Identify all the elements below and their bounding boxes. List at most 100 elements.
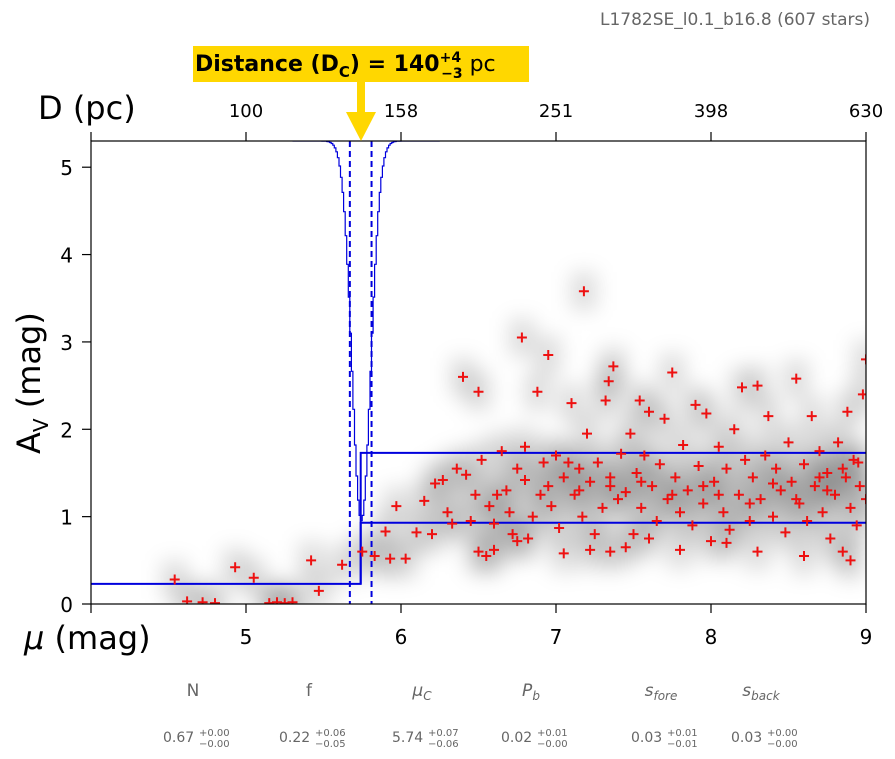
star-marker (721, 537, 732, 548)
star-marker (631, 467, 642, 478)
star-marker (597, 502, 608, 513)
top-tick-label: 398 (694, 101, 728, 122)
top-distance-axis: 100 158 251 398 630 (90, 101, 883, 141)
star-marker (713, 489, 724, 500)
star-marker (492, 489, 503, 500)
star-marker (840, 472, 851, 483)
star-marker (698, 498, 709, 509)
star-marker (248, 572, 259, 583)
star-marker (516, 332, 527, 343)
star-marker (520, 441, 530, 452)
star-marker (659, 413, 670, 424)
star-marker (582, 428, 592, 439)
x-tick-label: 8 (705, 625, 718, 649)
param-lower-error: −0.00 (199, 739, 230, 750)
top-tick-label: 100 (229, 101, 263, 122)
star-marker (639, 450, 650, 461)
star-marker (447, 518, 458, 529)
star-marker (845, 555, 856, 566)
star-marker (654, 459, 665, 470)
param-name: Pb (522, 681, 540, 703)
y-axis-title: AV (mag) (10, 312, 53, 454)
y-tick-label: 5 (60, 156, 73, 180)
star-marker (523, 533, 534, 544)
star-marker (851, 520, 862, 531)
cloud-title: L1782SE_l0.1_b16.8 (607 stars) (600, 10, 870, 30)
star-marker (182, 596, 193, 604)
param-upper-error: +0.01 (537, 728, 568, 739)
star-marker (744, 516, 755, 527)
x-axis: 5 6 7 8 9 (90, 604, 872, 649)
star-marker (791, 494, 802, 505)
density-cell (853, 340, 866, 379)
star-marker (675, 544, 685, 555)
y-axis: 0 1 2 3 4 5 (60, 156, 91, 617)
param-upper-error: +0.00 (199, 728, 230, 739)
star-marker (489, 518, 499, 529)
star-marker (473, 386, 484, 397)
star-marker (380, 526, 391, 537)
star-marker (833, 437, 844, 448)
star-marker (817, 507, 828, 518)
star-marker (287, 597, 298, 604)
banner-text: Distance (DC) = 140+4 −3 pc (195, 50, 496, 82)
star-marker (822, 467, 833, 478)
star-marker (400, 553, 411, 564)
star-marker (357, 546, 368, 557)
star-marker (830, 489, 840, 500)
star-marker (512, 536, 523, 547)
star-marker (718, 507, 729, 518)
banner-background (193, 46, 529, 82)
star-marker (313, 585, 324, 596)
star-marker (512, 463, 523, 474)
star-marker (620, 487, 631, 498)
star-marker (481, 550, 492, 561)
y-tick-label: 1 (60, 506, 73, 530)
star-markers (169, 286, 866, 604)
star-marker (752, 546, 763, 557)
star-marker (760, 450, 771, 461)
density-cell (279, 583, 306, 604)
star-marker (709, 476, 720, 487)
star-marker (473, 546, 484, 557)
param-value: 0.02 (501, 730, 532, 746)
star-marker (667, 367, 678, 378)
star-marker (558, 548, 569, 559)
star-marker (675, 507, 685, 518)
param-lower-error: −0.05 (315, 739, 346, 750)
star-marker (419, 495, 430, 506)
star-marker (861, 354, 866, 365)
star-marker (678, 440, 689, 451)
star-marker (489, 544, 499, 555)
star-marker (600, 395, 611, 406)
param-upper-error: +0.01 (667, 728, 698, 739)
star-marker (451, 463, 462, 474)
star-marker (809, 481, 820, 492)
star-marker (706, 536, 716, 547)
star-marker (546, 501, 557, 512)
distance-banner: Distance (DC) = 140+4 −3 pc (193, 46, 529, 141)
star-marker (747, 472, 758, 483)
star-marker (744, 498, 755, 509)
banner-arrow-head (346, 112, 376, 141)
star-marker (605, 472, 616, 483)
param-name: N (187, 681, 200, 701)
top-axis-title: D (pc) (38, 89, 136, 127)
star-marker (814, 472, 825, 483)
star-marker (306, 555, 317, 566)
star-marker (806, 411, 817, 422)
param-upper-error: +0.06 (315, 728, 346, 739)
y-tick-label: 3 (60, 331, 73, 355)
star-marker (476, 454, 487, 465)
x-tick-label: 7 (550, 625, 563, 649)
star-marker (837, 546, 848, 557)
star-marker (458, 371, 468, 382)
star-marker (592, 457, 603, 468)
star-marker (701, 408, 712, 419)
star-marker (687, 520, 698, 531)
star-marker (837, 463, 848, 474)
star-marker (532, 386, 543, 397)
star-marker (625, 428, 636, 439)
